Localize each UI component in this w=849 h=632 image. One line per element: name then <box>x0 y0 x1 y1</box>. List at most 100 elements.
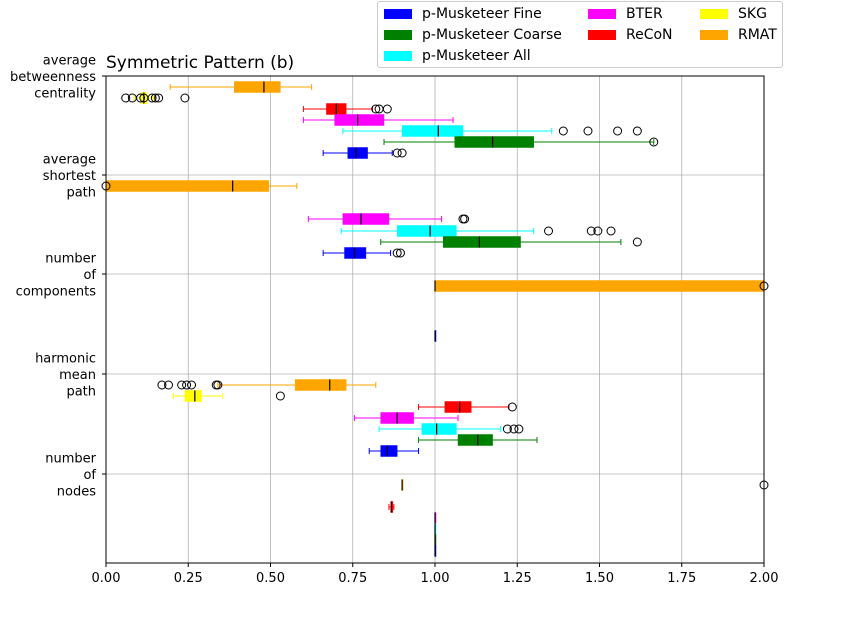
box-p-musketeer-fine-harmonic-mean-path <box>368 445 420 457</box>
outlier-point <box>187 380 197 390</box>
box-p-musketeer-coarse-average-betweenness-centrality <box>383 136 659 148</box>
y-tick-label: path <box>66 385 96 400</box>
outlier-point <box>397 148 407 158</box>
legend-item-skg: SKG <box>700 5 767 23</box>
y-tick-label: betweenness <box>10 70 96 85</box>
outlier-point <box>558 126 568 136</box>
box-recon-average-betweenness-centrality <box>302 103 392 115</box>
box-iqr <box>401 125 464 137</box>
box-p-musketeer-all-average-shortest-path <box>340 225 616 237</box>
outlier-point <box>544 226 554 236</box>
outlier-point <box>121 93 131 103</box>
legend-label: RMAT <box>738 27 777 43</box>
box-p-musketeer-fine-average-betweenness-centrality <box>322 147 407 159</box>
x-tick-label: 1.75 <box>667 571 696 586</box>
box-p-musketeer-coarse-average-shortest-path <box>380 236 642 248</box>
outlier-point <box>649 137 659 147</box>
legend-swatch-skg <box>700 9 728 19</box>
box-p-musketeer-coarse-harmonic-mean-path <box>418 434 538 446</box>
box-bter-number-of-nodes <box>434 512 437 524</box>
outlier-point <box>154 93 164 103</box>
box-p-musketeer-all-average-betweenness-centrality <box>342 125 642 137</box>
box-iqr <box>234 81 281 93</box>
box-p-musketeer-all-harmonic-mean-path <box>378 423 524 435</box>
box-skg-average-betweenness-centrality <box>121 92 190 104</box>
legend-item-p-musketeer-all: p-Musketeer All <box>384 47 531 65</box>
outlier-point <box>147 93 157 103</box>
outlier-point <box>460 214 470 224</box>
box-p-musketeer-fine-average-shortest-path <box>322 247 405 259</box>
y-tick-label: number <box>45 252 96 267</box>
legend: p-Musketeer Fine p-Musketeer Coarse p-Mu… <box>377 1 783 68</box>
outlier-point <box>507 402 517 412</box>
x-tick-label: 1.25 <box>503 571 532 586</box>
box-iqr <box>380 445 398 457</box>
legend-item-p-musketeer-fine: p-Musketeer Fine <box>384 5 542 23</box>
legend-label: p-Musketeer Coarse <box>422 27 562 43</box>
box-iqr <box>421 423 457 435</box>
x-tick-label: 0.25 <box>174 571 203 586</box>
x-tick-label: 0.00 <box>92 571 121 586</box>
outlier-point <box>371 104 381 114</box>
outlier-point <box>509 424 519 434</box>
box-iqr <box>454 136 534 148</box>
box-iqr <box>344 247 367 259</box>
box-bter-harmonic-mean-path <box>353 412 459 424</box>
legend-swatch-bter <box>588 9 616 19</box>
box-p-musketeer-all-number-of-nodes <box>434 523 437 535</box>
legend-swatch-p-musketeer-all <box>384 51 412 61</box>
box-skg-harmonic-mean-path <box>172 390 285 402</box>
legend-item-rmat: RMAT <box>700 26 777 44</box>
legend-swatch-p-musketeer-fine <box>384 9 412 19</box>
outlier-point <box>593 226 603 236</box>
outlier-point <box>213 380 223 390</box>
x-tick-label: 1.50 <box>585 571 614 586</box>
legend-item-bter: BTER <box>588 5 663 23</box>
box-rmat-average-betweenness-centrality <box>169 81 313 93</box>
y-axis: averagebetweennesscentralityaverageshort… <box>10 54 106 500</box>
legend-label: ReCoN <box>626 27 673 43</box>
outlier-point <box>182 380 192 390</box>
x-tick-label: 0.50 <box>256 571 285 586</box>
outlier-point <box>392 248 402 258</box>
legend-label: BTER <box>626 6 663 22</box>
outlier-point <box>136 93 146 103</box>
box-iqr <box>334 114 385 126</box>
chart-title: Symmetric Pattern (b) <box>106 53 294 73</box>
box-recon-harmonic-mean-path <box>418 401 517 413</box>
box-iqr <box>442 236 521 248</box>
y-tick-label: average <box>43 54 96 69</box>
box-iqr <box>457 434 493 446</box>
outlier-point <box>157 380 167 390</box>
box-iqr <box>105 180 270 192</box>
box-rmat-average-shortest-path <box>101 180 298 192</box>
y-tick-label: average <box>43 153 96 168</box>
legend-swatch-rmat <box>700 30 728 40</box>
y-tick-label: shortest <box>43 169 96 184</box>
legend-item-p-musketeer-coarse: p-Musketeer Coarse <box>384 26 562 44</box>
outlier-point <box>177 380 187 390</box>
box-bter-average-betweenness-centrality <box>302 114 454 126</box>
legend-label: SKG <box>738 6 767 22</box>
outlier-point <box>514 424 524 434</box>
box-p-musketeer-fine-number-of-components <box>434 330 437 342</box>
outlier-point <box>586 226 596 236</box>
y-tick-label: nodes <box>57 485 96 500</box>
box-p-musketeer-fine-number-of-nodes <box>434 545 437 557</box>
y-tick-label: harmonic <box>35 352 96 367</box>
y-tick-label: of <box>83 268 96 283</box>
box-rmat-harmonic-mean-path <box>157 379 377 391</box>
box-recon-number-of-nodes <box>388 501 395 513</box>
outlier-point <box>275 391 285 401</box>
legend-swatch-p-musketeer-coarse <box>384 30 412 40</box>
box-iqr <box>347 147 368 159</box>
outlier-point <box>164 380 174 390</box>
outlier-point <box>583 126 593 136</box>
outlier-point <box>180 93 190 103</box>
x-tick-label: 2.00 <box>750 571 779 586</box>
box-rmat-number-of-components <box>434 280 769 292</box>
x-axis: 0.00 0.25 0.50 0.75 1.00 1.25 1.50 1.75 2.00 <box>92 563 779 586</box>
box-iqr <box>396 225 457 237</box>
y-tick-label: components <box>16 285 97 300</box>
